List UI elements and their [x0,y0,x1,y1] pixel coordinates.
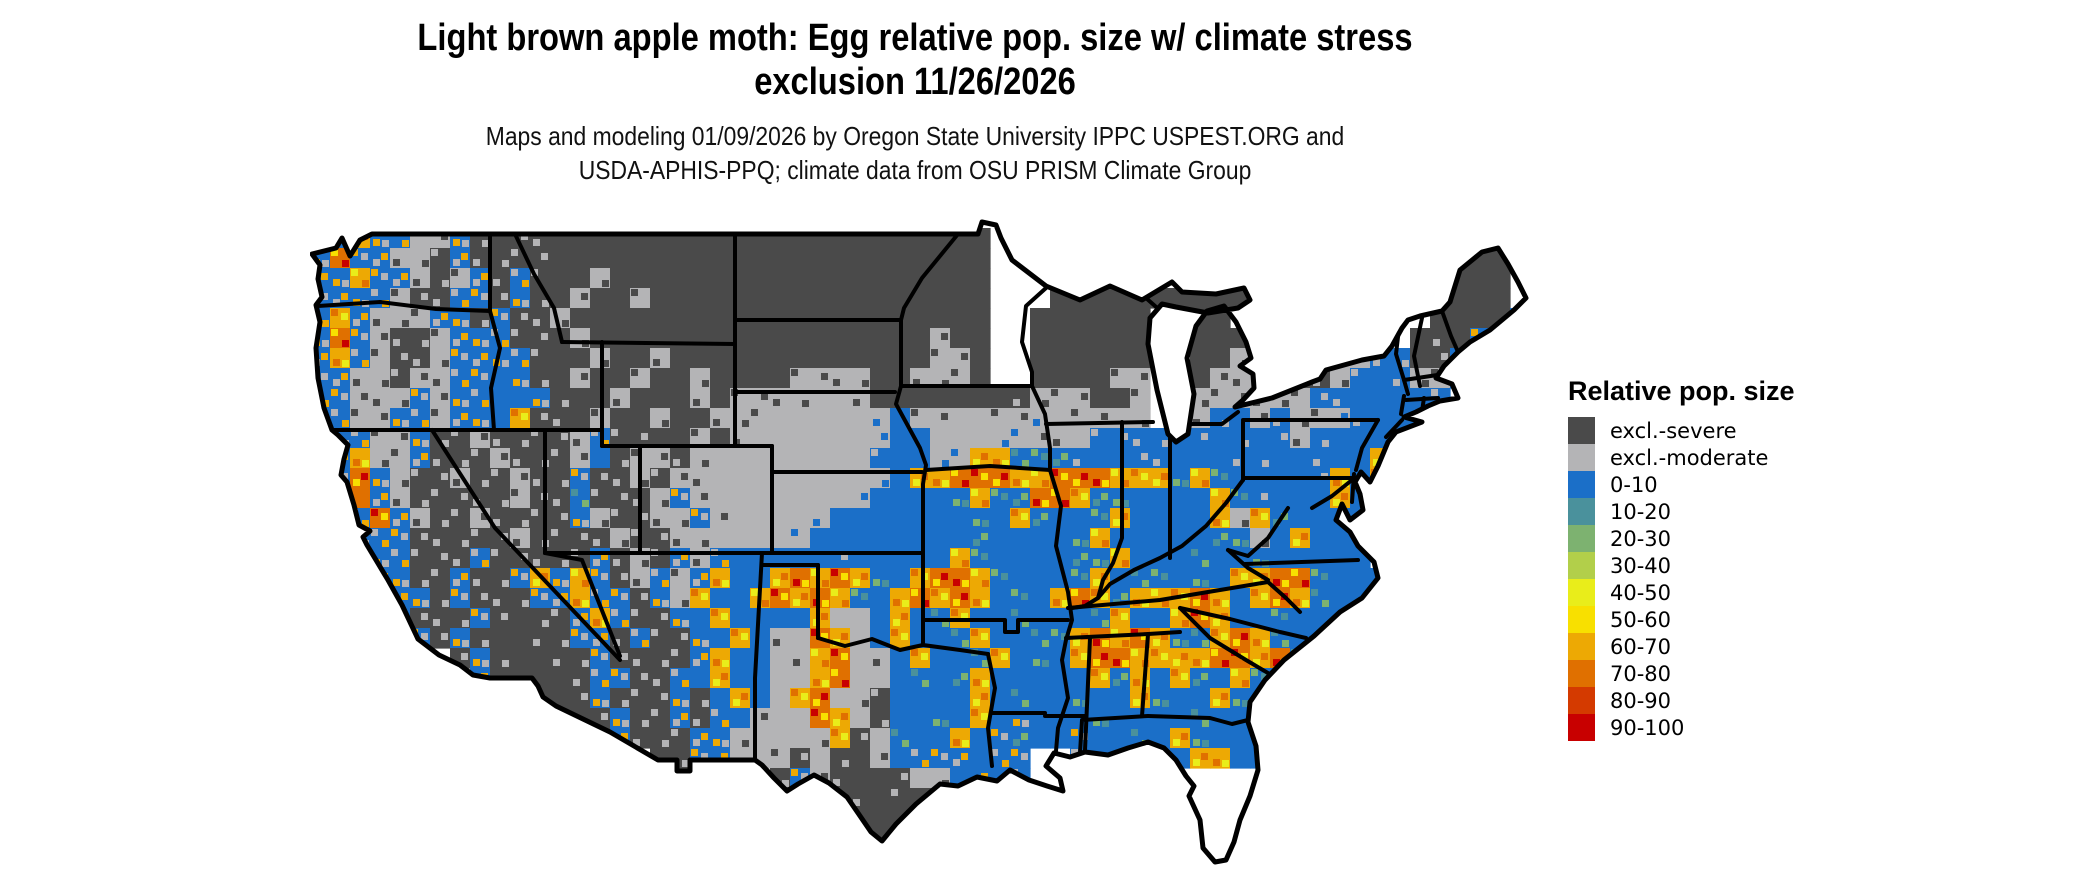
state-border [543,551,622,658]
state-border [560,340,737,346]
legend-item: 50-60 [1568,606,1795,633]
legend-swatch [1568,633,1595,660]
state-border [488,309,502,432]
legend-swatch [1568,714,1595,741]
legend-label: 60-70 [1610,634,1672,659]
legend-swatch [1568,444,1595,471]
state-border [753,551,764,762]
legend-item: 30-40 [1568,552,1795,579]
legend-label: 40-50 [1610,580,1672,605]
state-border [316,300,492,313]
state-border [1350,472,1356,504]
map-title-line2: exclusion 11/26/2026 [754,61,1076,104]
legend-label: excl.-severe [1610,418,1737,443]
map-title-line1: Light brown apple moth: Egg relative pop… [417,17,1413,59]
map-svg [309,219,1529,865]
legend-swatch [1568,579,1595,606]
state-border [894,384,928,555]
state-border [986,652,997,768]
legend-label: 10-20 [1610,499,1672,524]
legend-title: Relative pop. size [1568,376,1795,406]
legend-swatch [1568,687,1595,714]
state-border [1096,420,1124,600]
state-border [1440,309,1460,354]
state-border [1243,558,1360,566]
state-border [1266,580,1302,614]
map-legend: Relative pop. size excl.-severe excl.-mod… [1568,376,1795,741]
legend-item: 0-10 [1568,471,1795,498]
state-border [1146,714,1250,726]
state-border [1384,418,1404,439]
legend-label: 0-10 [1610,472,1658,497]
legend-item: 70-80 [1568,660,1795,687]
legend-label: 50-60 [1610,607,1672,632]
legend-label: 20-30 [1610,526,1672,551]
state-border [816,636,925,652]
legend-swatch [1568,471,1595,498]
state-border [899,232,960,388]
state-border [921,643,990,656]
us-choropleth-map [309,208,1530,890]
legend-swatch [1568,552,1595,579]
state-border [1178,606,1275,678]
us-outline [309,219,1529,865]
map-subtitle-line1: Maps and modeling 01/09/2026 by Oregon S… [485,121,1345,151]
state-border [1140,632,1150,718]
legend-label: 90-100 [1610,715,1685,740]
legend-item: 80-90 [1568,687,1795,714]
legend-item: 20-30 [1568,525,1795,552]
legend-swatch [1568,417,1595,444]
map-raster-layer [312,228,1526,862]
legend-label: excl.-moderate [1610,445,1769,470]
legend-swatch [1568,606,1595,633]
map-subtitle: Maps and modeling 01/09/2026 by Oregon S… [242,120,1588,188]
state-border [1048,468,1074,753]
legend-item: 40-50 [1568,579,1795,606]
page-header: Light brown apple moth: Egg relative pop… [150,16,1680,104]
legend-label: 80-90 [1610,688,1672,713]
state-border [1399,394,1406,416]
state-border [924,464,1052,472]
legend-item: excl.-moderate [1568,444,1795,471]
legend-swatch [1568,660,1595,687]
legend-label: 30-40 [1610,553,1672,578]
legend-swatch [1568,525,1595,552]
state-border [1030,384,1052,472]
legend-item: 60-70 [1568,633,1795,660]
state-border [513,232,564,344]
state-border [1226,548,1270,582]
state-border [1178,606,1308,640]
state-border [1020,286,1048,388]
legend-swatch [1568,498,1595,525]
state-border [1044,420,1155,426]
state-border [1066,580,1270,610]
legend-label: 70-80 [1610,661,1672,686]
state-border [921,618,1070,634]
state-border [1310,478,1354,510]
state-border [1078,714,1150,755]
legend-item: 90-100 [1568,714,1795,741]
state-border [1070,478,1245,610]
state-border [1226,506,1290,558]
map-subtitle-line2: USDA-APHIS-PPQ; climate data from OSU PR… [578,154,1252,185]
legend-item: excl.-severe [1568,417,1795,444]
state-border [430,428,622,662]
state-border [1083,636,1092,752]
legend-rows: excl.-severe excl.-moderate 0-10 10-20 20-30… [1568,417,1795,741]
map-title: Light brown apple moth: Egg relative pop… [257,16,1573,104]
legend-item: 10-20 [1568,498,1795,525]
state-border [1354,418,1380,472]
